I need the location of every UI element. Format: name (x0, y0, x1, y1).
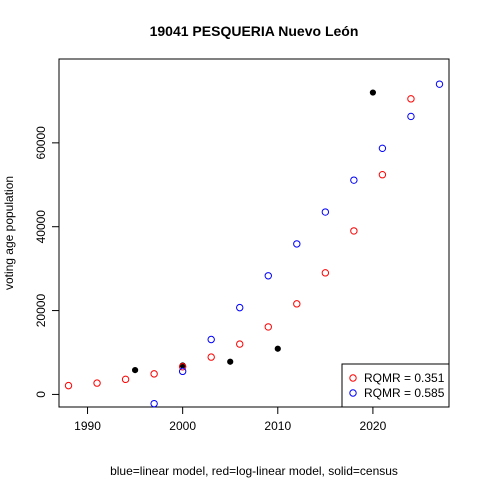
linear-point (236, 303, 244, 312)
census-point (131, 367, 139, 374)
log-linear-point (264, 323, 272, 331)
log-linear-point (150, 370, 158, 378)
y-axis-label: voting age population (2, 176, 16, 290)
log-linear-point (378, 171, 387, 179)
y-tick-label: 0 (34, 391, 48, 398)
log-linear-point (407, 95, 415, 103)
log-linear-point (121, 375, 130, 384)
census-point (227, 358, 234, 365)
y-tick-label: 40000 (34, 210, 48, 244)
log-linear-point (321, 269, 330, 277)
x-tick-label: 2020 (360, 419, 387, 433)
legend-marker (349, 389, 357, 397)
x-tick-label: 1990 (74, 419, 101, 433)
legend-label: RQMR = 0.351 (364, 371, 445, 385)
x-tick-label: 2000 (169, 419, 196, 433)
x-tick-label: 2010 (264, 419, 291, 433)
linear-point (207, 335, 215, 344)
log-linear-point (64, 381, 73, 390)
legend-marker (349, 374, 357, 382)
log-linear-point (207, 353, 215, 361)
x-axis: 1990 2000 2010 2020 (74, 406, 387, 433)
log-linear-point (236, 340, 244, 348)
log-linear-point (178, 363, 187, 371)
linear-point (407, 112, 415, 121)
linear-point (150, 399, 158, 408)
linear-point (293, 240, 301, 248)
y-tick-label: 60000 (34, 126, 48, 160)
legend-box (341, 363, 450, 408)
linear-point (178, 367, 187, 376)
log-linear-point (293, 300, 301, 308)
census-point (274, 345, 281, 352)
legend-label: RQMR = 0.585 (364, 386, 445, 400)
chart-title: 19041 PESQUERIA Nuevo León (150, 23, 359, 39)
linear-point (435, 80, 444, 88)
linear-point (321, 208, 330, 216)
y-axis: 0 20000 40000 60000 (34, 126, 60, 398)
linear-point (378, 144, 387, 153)
x-axis-label: blue=linear model, red=log-linear model,… (110, 464, 398, 478)
linear-point (350, 176, 358, 184)
log-linear-point (93, 379, 101, 387)
data-points (64, 80, 444, 408)
log-linear-point (350, 227, 358, 235)
y-tick-label: 20000 (34, 294, 48, 328)
census-point (369, 89, 377, 96)
linear-point (264, 272, 272, 280)
